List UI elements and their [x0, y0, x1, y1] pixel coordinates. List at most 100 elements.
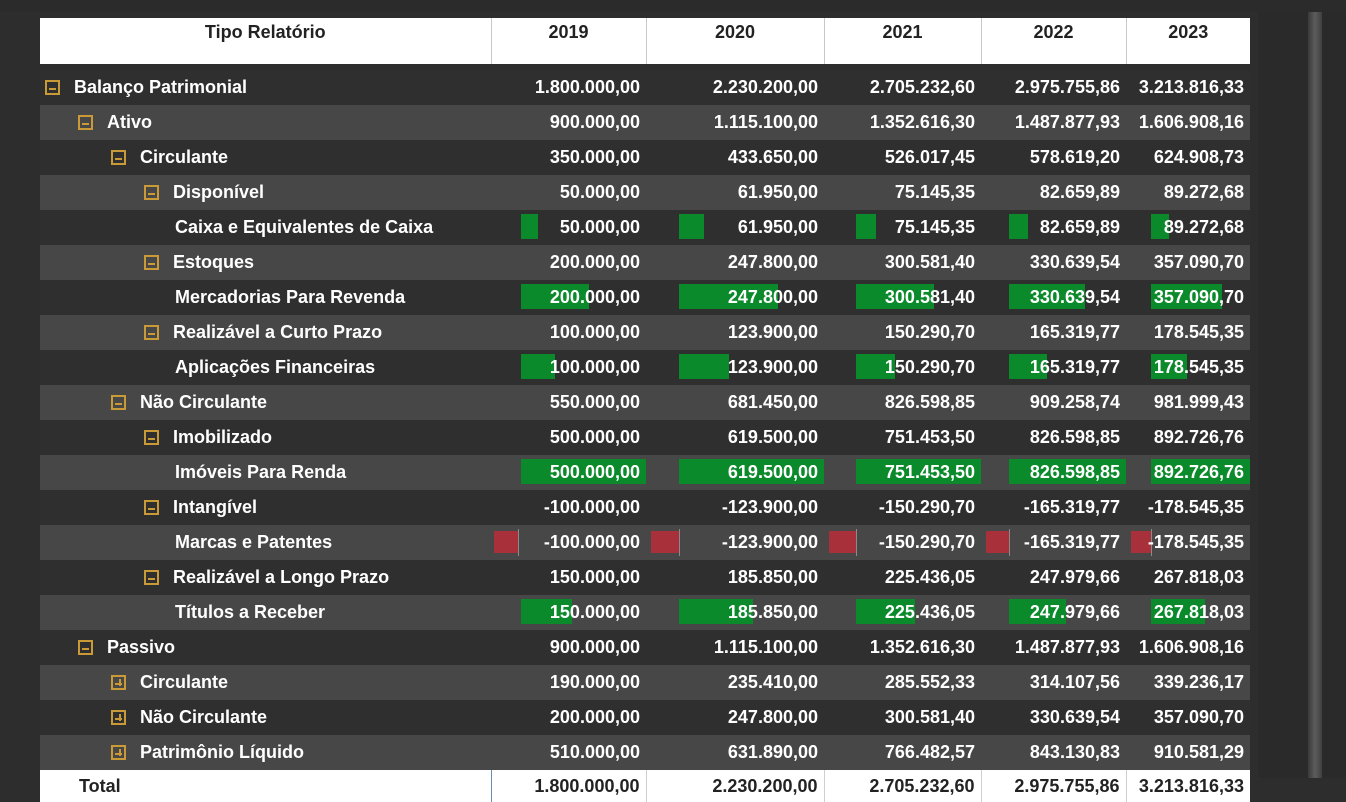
table-row[interactable]: Intangível -100.000,00 -123.900,00 -150.290… — [40, 490, 1250, 525]
collapse-icon[interactable] — [144, 185, 159, 200]
cell-value: 300.581,40 — [884, 707, 975, 727]
cell-value: 314.107,56 — [1029, 672, 1120, 692]
table-row[interactable]: Marcas e Patentes -100.000,00 -123.900,00 -… — [40, 525, 1250, 560]
row-label-cell: Não Circulante — [40, 385, 491, 420]
collapse-icon[interactable] — [144, 255, 159, 270]
value-cell: 1.487.877,93 — [981, 105, 1126, 140]
value-cell: 624.908,73 — [1126, 140, 1250, 175]
data-bar-axis — [518, 529, 519, 556]
table-row[interactable]: Imobilizado 500.000,00 619.500,00 751.453,5… — [40, 420, 1250, 455]
collapse-icon[interactable] — [144, 430, 159, 445]
vertical-scrollbar[interactable] — [1308, 12, 1322, 778]
value-cell: 247.800,00 — [646, 700, 824, 735]
table-row[interactable]: Ativo 900.000,00 1.115.100,00 1.352.616,30 1… — [40, 105, 1250, 140]
positive-data-bar — [856, 599, 915, 624]
collapse-icon[interactable] — [144, 570, 159, 585]
positive-data-bar — [1151, 214, 1169, 239]
positive-data-bar — [1151, 284, 1222, 309]
row-label-cell: Circulante — [40, 140, 491, 175]
cell-value: 61.950,00 — [737, 217, 818, 237]
negative-data-bar — [494, 531, 518, 553]
column-header-year[interactable]: 2020 — [645, 18, 824, 64]
cell-value: 200.000,00 — [549, 707, 640, 727]
cell-value: 826.598,85 — [1029, 427, 1120, 447]
table-row[interactable]: Não Circulante 200.000,00 247.800,00 300.58… — [40, 700, 1250, 735]
row-label: Passivo — [107, 637, 176, 657]
row-label-cell: Patrimônio Líquido — [40, 735, 491, 770]
collapse-icon[interactable] — [144, 325, 159, 340]
cell-value: 190.000,00 — [549, 672, 640, 692]
table-row[interactable]: Caixa e Equivalentes de Caixa 50.000,00 61… — [40, 210, 1250, 245]
cell-value: -100.000,00 — [543, 532, 640, 552]
value-cell: 267.818,03 — [1126, 560, 1250, 595]
positive-data-bar — [856, 459, 981, 484]
cell-value: 235.410,00 — [727, 672, 818, 692]
table-row[interactable]: Estoques 200.000,00 247.800,00 300.581,40 33… — [40, 245, 1250, 280]
row-label-cell: Balanço Patrimonial — [40, 70, 491, 105]
value-cell: 190.000,00 — [491, 665, 646, 700]
table-row[interactable]: Aplicações Financeiras 100.000,00 123.900,… — [40, 350, 1250, 385]
collapse-icon[interactable] — [111, 395, 126, 410]
table-row[interactable]: Disponível 50.000,00 61.950,00 75.145,35 82.… — [40, 175, 1250, 210]
table-row[interactable]: Não Circulante 550.000,00 681.450,00 826.59… — [40, 385, 1250, 420]
value-cell: 178.545,35 — [1126, 315, 1250, 350]
positive-data-bar — [1009, 284, 1085, 309]
column-header-year[interactable]: 2021 — [823, 18, 981, 64]
cell-value: 578.619,20 — [1029, 147, 1120, 167]
column-header-label[interactable]: Tipo Relatório — [40, 18, 491, 64]
value-cell: 178.545,35 — [1126, 350, 1250, 385]
positive-data-bar — [679, 214, 704, 239]
column-header-year[interactable]: 2019 — [490, 18, 646, 64]
positive-data-bar — [1151, 459, 1250, 484]
cell-value: 267.818,03 — [1153, 602, 1244, 622]
table-row[interactable]: Realizável a Longo Prazo 150.000,00 185.85… — [40, 560, 1250, 595]
value-cell: 82.659,89 — [981, 175, 1126, 210]
value-cell: 433.650,00 — [646, 140, 824, 175]
cell-value: 285.552,33 — [884, 672, 975, 692]
row-label-cell: Estoques — [40, 245, 491, 280]
collapse-icon[interactable] — [144, 500, 159, 515]
cell-value: 330.639,54 — [1029, 707, 1120, 727]
table-row[interactable]: Passivo 900.000,00 1.115.100,00 1.352.616,3… — [40, 630, 1250, 665]
cell-value: 900.000,00 — [549, 637, 640, 657]
total-value: 2.705.232,60 — [823, 770, 981, 802]
collapse-icon[interactable] — [111, 150, 126, 165]
value-cell: 526.017,45 — [824, 140, 981, 175]
table-row[interactable]: Realizável a Curto Prazo 100.000,00 123.90… — [40, 315, 1250, 350]
expand-icon[interactable] — [111, 710, 126, 725]
cell-value: -150.290,70 — [878, 497, 975, 517]
column-header-year[interactable]: 2022 — [980, 18, 1126, 64]
scroll-region — [1258, 12, 1346, 778]
table-row[interactable]: Circulante 190.000,00 235.410,00 285.552,33… — [40, 665, 1250, 700]
value-cell: 123.900,00 — [646, 350, 824, 385]
value-cell: 247.800,00 — [646, 280, 824, 315]
value-cell: 3.213.816,33 — [1126, 70, 1250, 105]
collapse-icon[interactable] — [78, 640, 93, 655]
positive-data-bar — [1009, 459, 1126, 484]
row-label: Intangível — [173, 497, 258, 517]
column-header-year[interactable]: 2023 — [1125, 18, 1250, 64]
table-row[interactable]: Imóveis Para Renda 500.000,00 619.500,00 75… — [40, 455, 1250, 490]
table-row[interactable]: Patrimônio Líquido 510.000,00 631.890,00 76… — [40, 735, 1250, 770]
table-row[interactable]: Circulante 350.000,00 433.650,00 526.017,45… — [40, 140, 1250, 175]
value-cell: 766.482,57 — [824, 735, 981, 770]
collapse-icon[interactable] — [78, 115, 93, 130]
table-row[interactable]: Títulos a Receber 150.000,00 185.850,00 225… — [40, 595, 1250, 630]
value-cell: 1.115.100,00 — [646, 105, 824, 140]
cell-value: 550.000,00 — [549, 392, 640, 412]
positive-data-bar — [856, 354, 895, 379]
row-label: Realizável a Curto Prazo — [173, 322, 383, 342]
table-row[interactable]: Balanço Patrimonial 1.800.000,00 2.230.200… — [40, 70, 1250, 105]
cell-value: 89.272,68 — [1163, 217, 1244, 237]
cell-value: 267.818,03 — [1153, 567, 1244, 587]
value-cell: 300.581,40 — [824, 245, 981, 280]
expand-icon[interactable] — [111, 745, 126, 760]
collapse-icon[interactable] — [45, 80, 60, 95]
cell-value: -178.545,35 — [1147, 532, 1244, 552]
expand-icon[interactable] — [111, 675, 126, 690]
value-cell: 185.850,00 — [646, 595, 824, 630]
cell-value: 1.606.908,16 — [1138, 637, 1244, 657]
table-row[interactable]: Mercadorias Para Revenda 200.000,00 247.80… — [40, 280, 1250, 315]
cell-value: 619.500,00 — [727, 427, 818, 447]
value-cell: 900.000,00 — [491, 630, 646, 665]
